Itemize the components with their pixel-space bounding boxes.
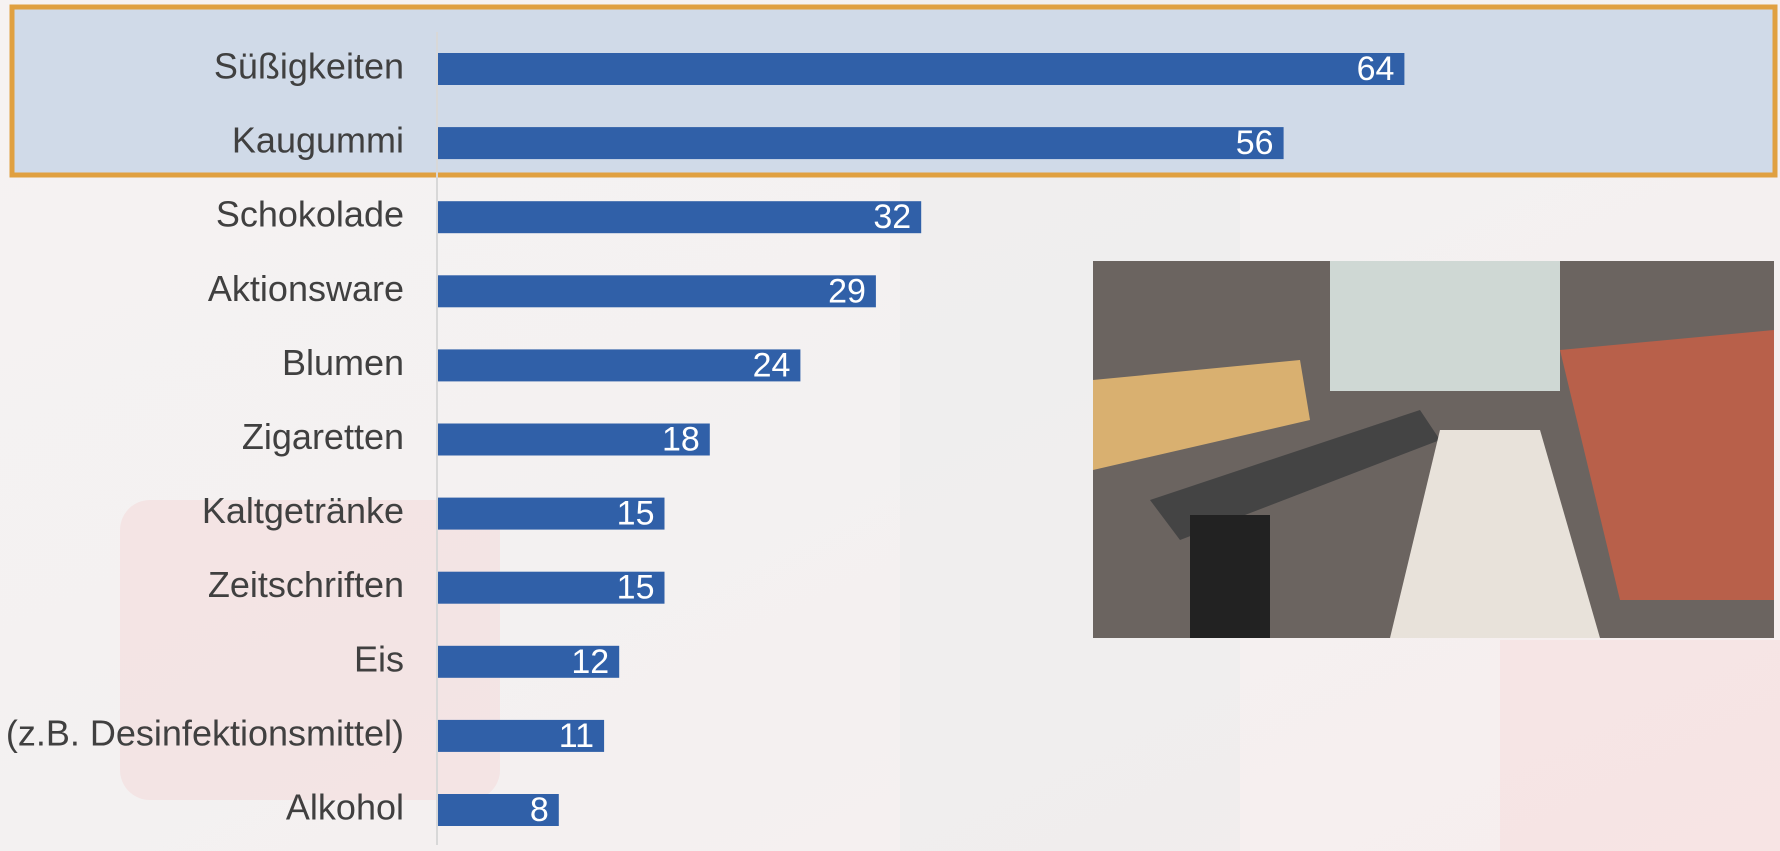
category-label: Kaugummi — [232, 120, 404, 161]
background-basket — [120, 500, 500, 800]
bar — [438, 794, 559, 826]
category-label: Kaltgetränke — [202, 490, 404, 531]
value-label: 18 — [662, 420, 700, 458]
bar — [438, 275, 876, 308]
photo-floor — [1390, 430, 1600, 638]
value-label: 24 — [753, 346, 791, 384]
bar — [438, 571, 665, 604]
value-label: 64 — [1357, 50, 1395, 88]
background-basket — [1500, 640, 1780, 851]
bar — [438, 127, 1284, 160]
category-label: Zeitschriften — [208, 564, 404, 605]
bar — [438, 719, 605, 752]
value-label: 32 — [873, 198, 911, 236]
bar — [438, 423, 710, 456]
category-label: Schokolade — [216, 194, 404, 235]
photo-sign — [1190, 515, 1270, 638]
value-label: 12 — [571, 643, 609, 681]
bar — [438, 645, 620, 678]
photo-window — [1330, 261, 1560, 391]
category-label: Blumen — [282, 342, 404, 383]
category-label: Eis — [354, 638, 404, 679]
bar — [438, 497, 665, 530]
bar — [438, 53, 1405, 85]
value-label: 56 — [1236, 124, 1274, 162]
category-label: (z.B. Desinfektionsmittel) — [6, 712, 404, 753]
value-label: 15 — [617, 569, 655, 607]
photo-shelf — [1560, 330, 1774, 600]
value-label: 11 — [559, 717, 594, 755]
category-label: Zigaretten — [242, 416, 404, 457]
value-label: 29 — [828, 272, 866, 310]
category-label: Aktionsware — [208, 268, 404, 309]
bar — [438, 349, 801, 382]
bar — [438, 201, 922, 234]
value-label: 15 — [617, 495, 655, 533]
photo-shelf — [1093, 360, 1310, 470]
photo-counter — [1150, 410, 1440, 540]
category-label: Alkohol — [286, 787, 404, 828]
value-label: 8 — [530, 791, 549, 829]
category-label: Süßigkeiten — [214, 46, 404, 87]
store-photo — [1093, 261, 1774, 638]
